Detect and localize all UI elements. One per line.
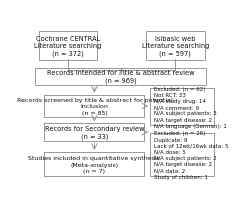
Text: Cochrane CENTRAL
Literature searching
(n = 372): Cochrane CENTRAL Literature searching (n… (34, 35, 102, 57)
FancyBboxPatch shape (39, 32, 97, 60)
FancyBboxPatch shape (35, 68, 207, 86)
FancyBboxPatch shape (44, 124, 144, 141)
FancyBboxPatch shape (44, 95, 144, 117)
FancyBboxPatch shape (150, 133, 214, 176)
Text: Records screened by title & abstract for potential
inclusion
(n = 85): Records screened by title & abstract for… (17, 98, 172, 115)
Text: Isibasic web
Literature searching
(n = 597): Isibasic web Literature searching (n = 5… (142, 35, 209, 57)
Text: Records for Secondary review
(n = 33): Records for Secondary review (n = 33) (45, 126, 144, 139)
Text: Excluded: (n = 62)
Not RCT: 33
N/A study drug: 14
N/A comment: 9
N/A subject pat: Excluded: (n = 62) Not RCT: 33 N/A study… (154, 86, 226, 128)
Text: Records intended for Title & abstract review
(n = 969): Records intended for Title & abstract re… (47, 70, 194, 84)
Text: Excluded: (n = 26)
Duplicate: 9
Lack of 12wk/16wk data: 5
N/A dose: 5
N/A subjec: Excluded: (n = 26) Duplicate: 9 Lack of … (154, 131, 228, 179)
FancyBboxPatch shape (44, 152, 144, 176)
FancyBboxPatch shape (150, 89, 214, 125)
Text: Studies included in quantitative synthesis
(Meta-analysis)
(n = 7): Studies included in quantitative synthes… (28, 156, 160, 173)
FancyBboxPatch shape (146, 32, 205, 60)
